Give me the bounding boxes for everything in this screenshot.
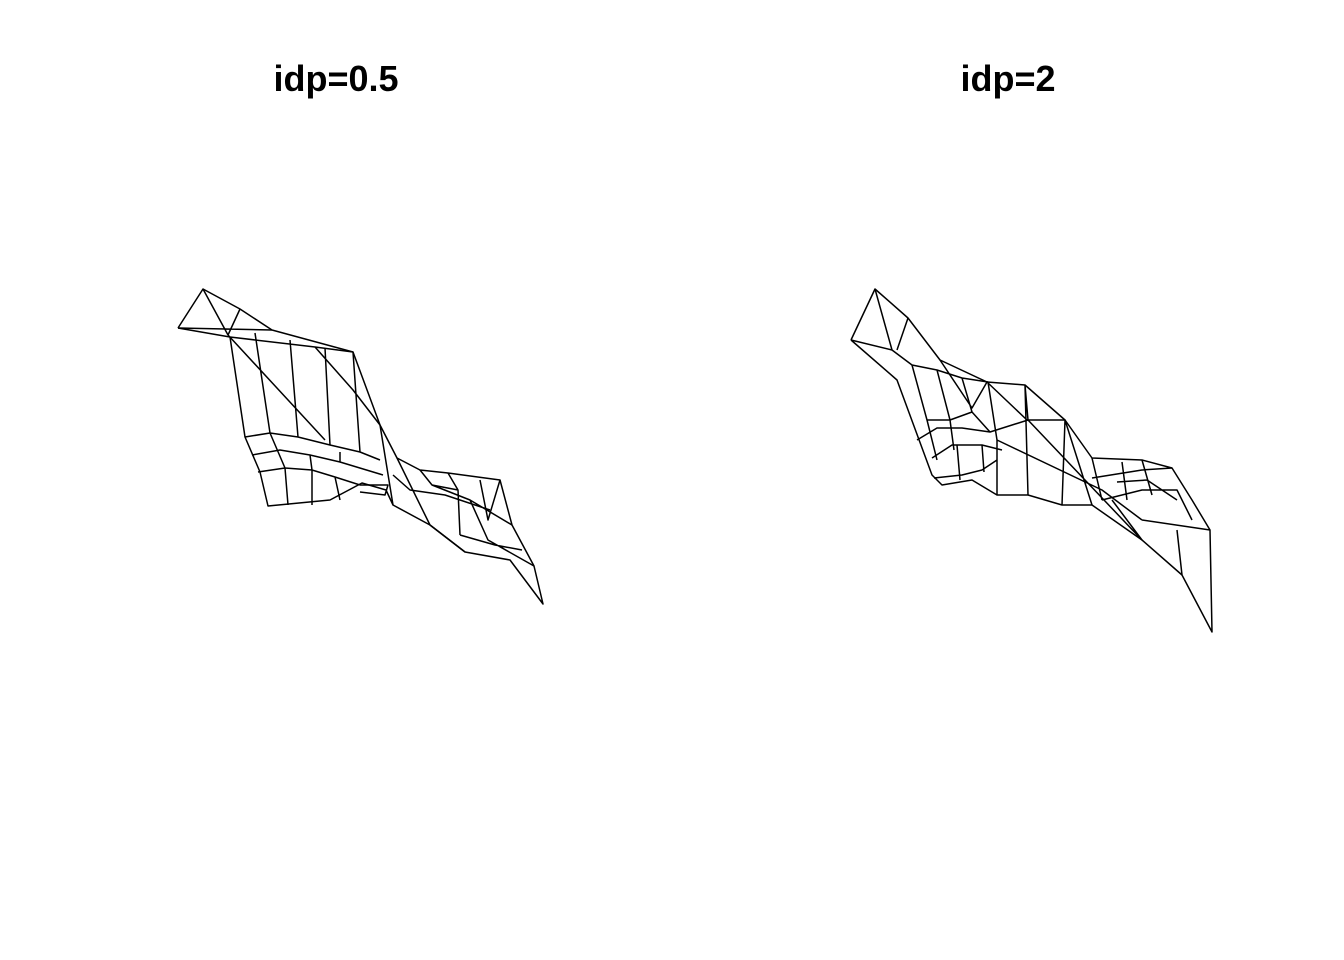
panel-title: idp=0.5 bbox=[273, 58, 399, 99]
plot-panel-idp-0-5: idp=0.5 bbox=[177, 58, 544, 605]
wireframe-surface bbox=[850, 288, 1213, 633]
surface-grid-lines bbox=[177, 288, 535, 567]
plot-panel-idp-2: idp=2 bbox=[672, 0, 1344, 960]
surface-outline bbox=[177, 288, 544, 605]
surface-grid-lines bbox=[850, 288, 1211, 576]
surface-outline bbox=[850, 288, 1213, 633]
wireframe-surface bbox=[177, 288, 544, 605]
panel-title: idp=2 bbox=[960, 58, 1056, 99]
